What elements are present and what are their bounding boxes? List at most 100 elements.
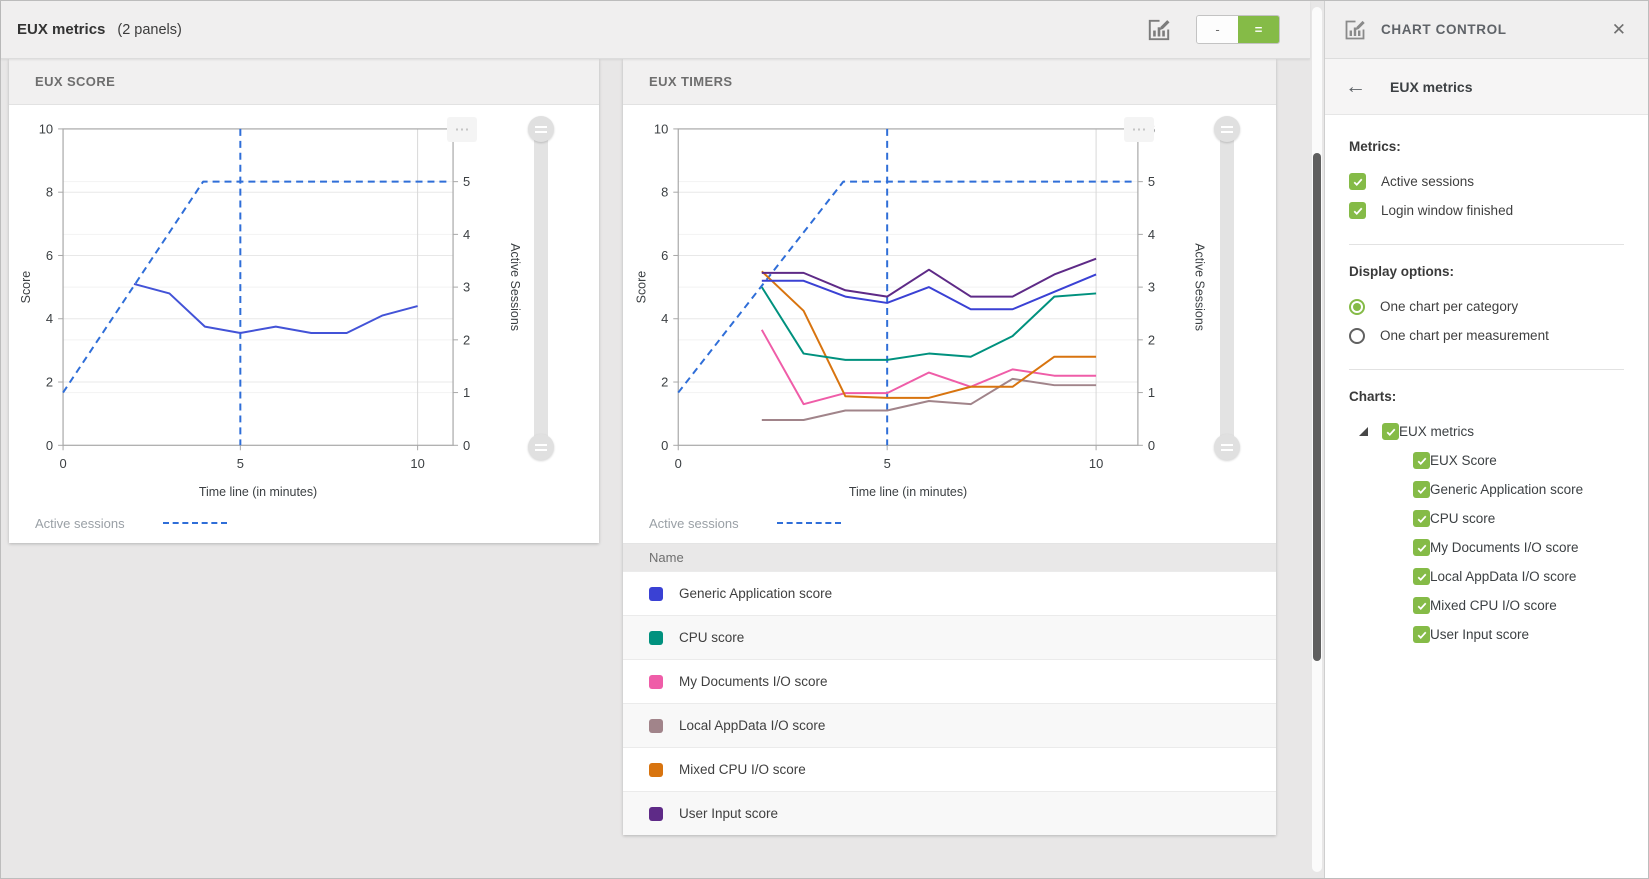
- eux-timers-chart[interactable]: 051002468100123456ScoreActive SessionsTi…: [631, 113, 1209, 503]
- legend-dashed-line-swatch: [162, 522, 227, 524]
- svg-text:5: 5: [884, 456, 891, 471]
- checkbox-checked-icon[interactable]: [1349, 202, 1366, 219]
- checkbox-checked-icon[interactable]: [1413, 452, 1430, 469]
- svg-text:10: 10: [39, 121, 53, 136]
- metric-active-sessions[interactable]: Active sessions: [1349, 167, 1630, 196]
- radio-selected-icon[interactable]: [1349, 298, 1365, 315]
- option-one-chart-per-category[interactable]: One chart per category: [1349, 292, 1630, 321]
- series-color-swatch: [649, 762, 663, 777]
- svg-text:0: 0: [46, 438, 53, 453]
- tree-node-label: My Documents I/O score: [1430, 540, 1579, 555]
- metrics-section-label: Metrics:: [1349, 139, 1401, 154]
- back-button[interactable]: ←: [1345, 75, 1366, 98]
- metric-label: Login window finished: [1381, 203, 1514, 218]
- svg-text:Active Sessions: Active Sessions: [508, 243, 522, 331]
- tree-node-label: EUX Score: [1430, 453, 1497, 468]
- series-name: CPU score: [679, 630, 745, 645]
- active-sessions-range-slider: [523, 113, 571, 503]
- checkbox-checked-icon[interactable]: [1413, 481, 1430, 498]
- legend-label: Active sessions: [35, 515, 125, 531]
- table-row-user-input[interactable]: User Input score: [623, 791, 1276, 835]
- svg-text:5: 5: [1148, 174, 1155, 189]
- metric-label: Active sessions: [1381, 174, 1475, 189]
- chart-legend: Active sessions: [623, 503, 1276, 543]
- svg-text:4: 4: [463, 227, 470, 242]
- sidebar-title: CHART CONTROL: [1381, 22, 1507, 37]
- close-sidebar-button[interactable]: ✕: [1608, 18, 1630, 42]
- slider-handle-bottom[interactable]: [1214, 434, 1240, 460]
- checkbox-checked-icon[interactable]: [1349, 173, 1366, 190]
- panel-size-small-button[interactable]: -: [1197, 16, 1238, 43]
- tree-node-local-appdata[interactable]: Local AppData I/O score: [1413, 562, 1630, 591]
- checkbox-checked-icon[interactable]: [1413, 568, 1430, 585]
- table-row-my-documents[interactable]: My Documents I/O score: [623, 659, 1276, 703]
- sidebar-breadcrumb: ← EUX metrics: [1325, 59, 1648, 115]
- panel-eux-score: EUX SCORE 051002468100123456ScoreActive …: [9, 59, 599, 543]
- panels-container: EUX SCORE 051002468100123456ScoreActive …: [1, 59, 1310, 878]
- checkbox-checked-icon[interactable]: [1382, 423, 1399, 440]
- tree-node-label: Generic Application score: [1430, 482, 1584, 497]
- tree-node-label: Mixed CPU I/O score: [1430, 598, 1557, 613]
- series-table: Name Generic Application score CPU score…: [623, 543, 1276, 835]
- slider-track[interactable]: [1220, 129, 1234, 447]
- metric-login-window-finished[interactable]: Login window finished: [1349, 196, 1630, 225]
- series-name: User Input score: [679, 806, 779, 821]
- svg-text:8: 8: [661, 185, 668, 200]
- panel-size-large-button[interactable]: =: [1238, 16, 1279, 43]
- svg-text:2: 2: [661, 374, 668, 389]
- option-label: One chart per measurement: [1380, 328, 1549, 343]
- checkbox-checked-icon[interactable]: [1413, 510, 1430, 527]
- table-row-generic-application[interactable]: Generic Application score: [623, 571, 1276, 615]
- sidebar-header: CHART CONTROL ✕: [1325, 1, 1648, 59]
- checkbox-checked-icon[interactable]: [1413, 626, 1430, 643]
- radio-unselected-icon[interactable]: [1349, 327, 1365, 344]
- tree-node-eux-score[interactable]: EUX Score: [1413, 446, 1630, 475]
- chart-control-button[interactable]: [1144, 15, 1174, 45]
- tree-node-label: Local AppData I/O score: [1430, 569, 1577, 584]
- svg-text:6: 6: [661, 248, 668, 263]
- svg-text:Active Sessions: Active Sessions: [1193, 243, 1207, 331]
- svg-text:10: 10: [654, 121, 668, 136]
- option-one-chart-per-measurement[interactable]: One chart per measurement: [1349, 321, 1630, 350]
- slider-handle-top[interactable]: [1214, 116, 1240, 142]
- eux-score-chart[interactable]: 051002468100123456ScoreActive SessionsTi…: [17, 113, 523, 503]
- tree-node-mixed-cpu[interactable]: Mixed CPU I/O score: [1413, 591, 1630, 620]
- svg-text:Score: Score: [634, 271, 648, 304]
- tree-node-generic-application[interactable]: Generic Application score: [1413, 475, 1630, 504]
- divider: [1349, 244, 1624, 245]
- series-color-swatch: [649, 586, 663, 601]
- svg-text:0: 0: [1148, 438, 1155, 453]
- checkbox-checked-icon[interactable]: [1413, 597, 1430, 614]
- svg-text:1: 1: [463, 385, 470, 400]
- table-row-cpu-score[interactable]: CPU score: [623, 615, 1276, 659]
- charts-tree: EUX metrics EUX Score Generic Applicatio…: [1349, 417, 1630, 649]
- series-name: Generic Application score: [679, 586, 833, 601]
- table-row-local-appdata[interactable]: Local AppData I/O score: [623, 703, 1276, 747]
- series-table-header: Name: [623, 544, 1276, 571]
- chart-more-button[interactable]: ⋯: [447, 117, 477, 142]
- tree-node-label: CPU score: [1430, 511, 1496, 526]
- slider-handle-top[interactable]: [528, 116, 554, 142]
- chart-more-button[interactable]: ⋯: [1124, 117, 1154, 142]
- series-name: My Documents I/O score: [679, 674, 828, 689]
- panel-size-toggle: - =: [1196, 15, 1280, 44]
- slider-handle-bottom[interactable]: [528, 434, 554, 460]
- chart-legend: Active sessions: [9, 503, 599, 543]
- svg-text:3: 3: [463, 280, 470, 295]
- tree-node-eux-metrics[interactable]: EUX metrics: [1359, 417, 1630, 446]
- checkbox-checked-icon[interactable]: [1413, 539, 1430, 556]
- series-color-swatch: [649, 674, 663, 689]
- svg-text:5: 5: [237, 456, 244, 471]
- chart-control-sidebar: CHART CONTROL ✕ ← EUX metrics Metrics: A…: [1324, 1, 1648, 878]
- tree-node-my-documents[interactable]: My Documents I/O score: [1413, 533, 1630, 562]
- svg-text:4: 4: [46, 311, 53, 326]
- table-row-mixed-cpu[interactable]: Mixed CPU I/O score: [623, 747, 1276, 791]
- svg-text:0: 0: [59, 456, 66, 471]
- active-sessions-range-slider: [1209, 113, 1257, 503]
- series-name: Local AppData I/O score: [679, 718, 826, 733]
- scrollbar-thumb[interactable]: [1313, 153, 1321, 661]
- tree-expander-icon[interactable]: [1359, 427, 1368, 436]
- slider-track[interactable]: [534, 129, 548, 447]
- tree-node-user-input[interactable]: User Input score: [1413, 620, 1630, 649]
- tree-node-cpu-score[interactable]: CPU score: [1413, 504, 1630, 533]
